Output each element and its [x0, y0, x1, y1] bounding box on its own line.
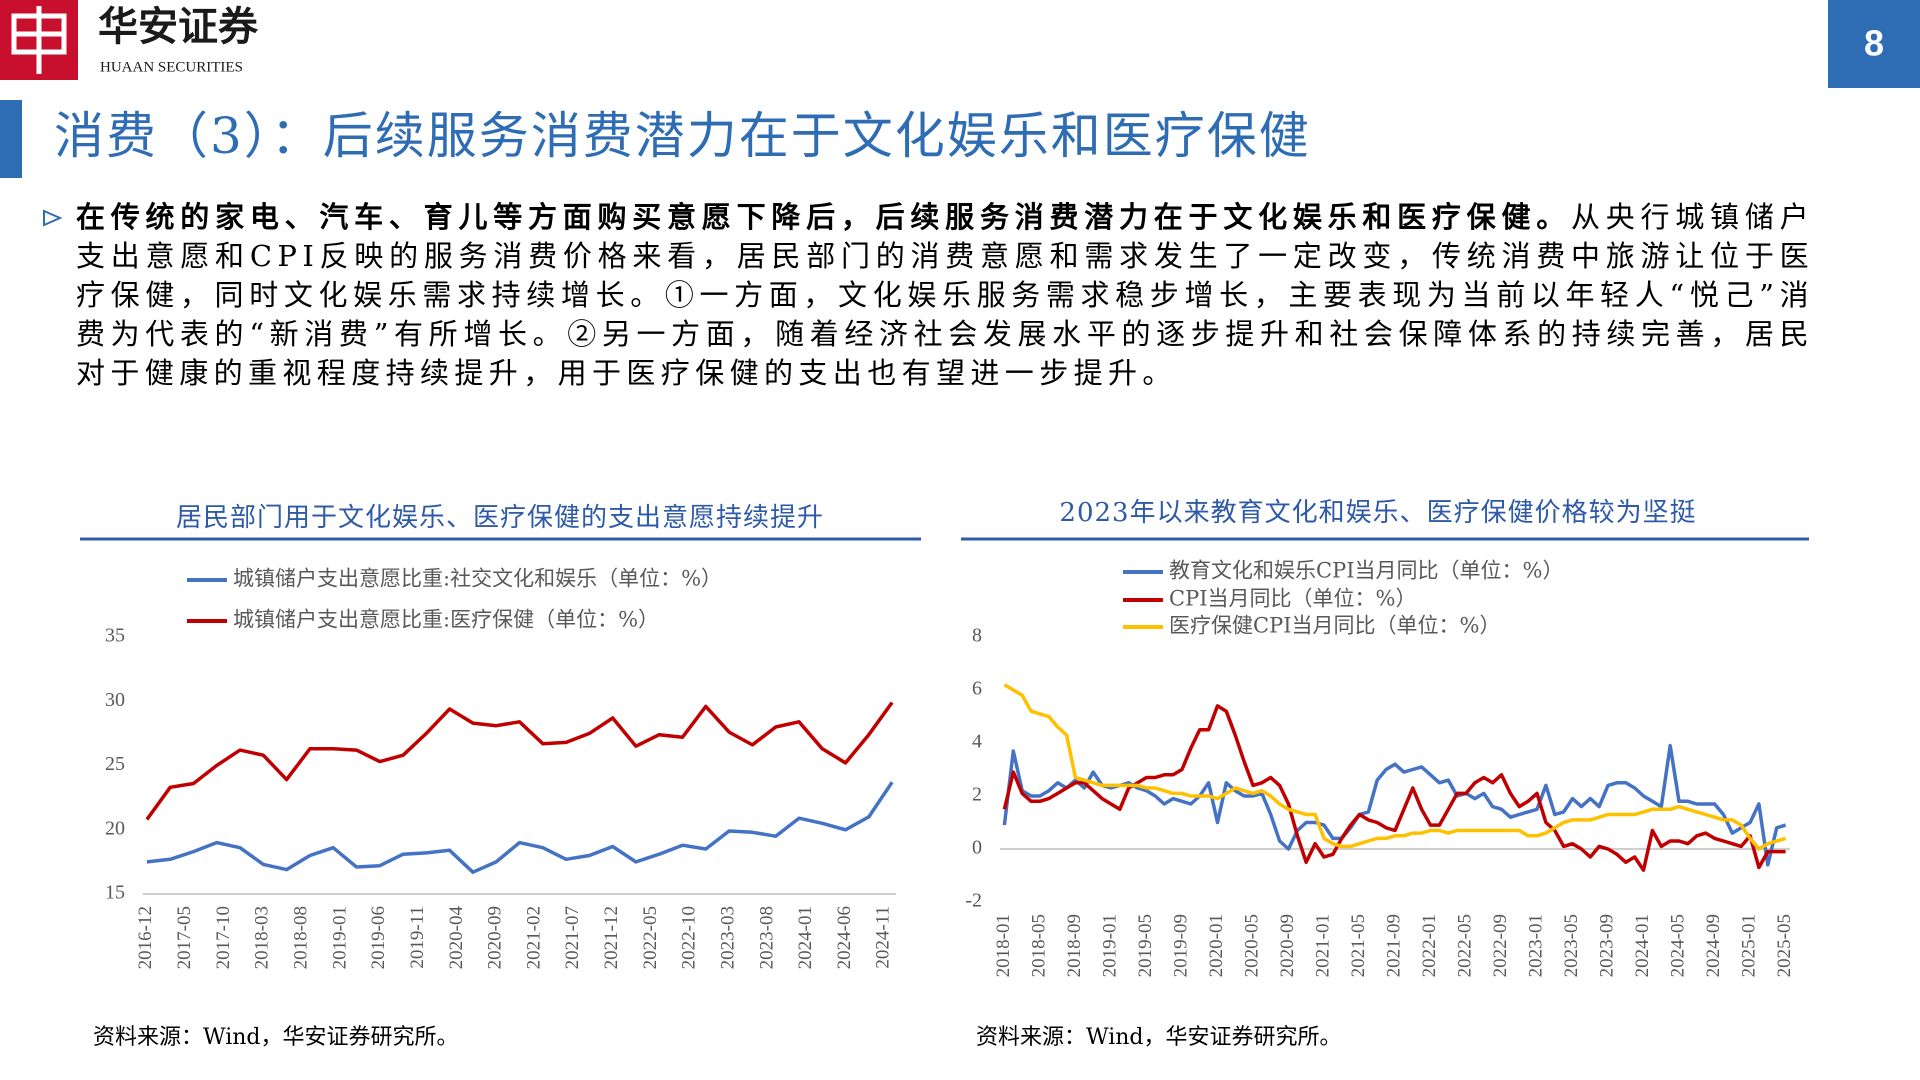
y-tick-label: 6	[972, 678, 982, 700]
x-tick-label: 2021-02	[523, 906, 544, 969]
x-tick-label: 2024-11	[873, 906, 894, 969]
x-tick-label: 2021-05	[1348, 914, 1369, 977]
x-tick-label: 2017-10	[213, 906, 234, 969]
y-tick-label: 4	[972, 731, 982, 753]
x-tick-label: 2022-05	[640, 906, 661, 969]
x-tick-label: 2021-09	[1383, 914, 1404, 977]
body-bold: 在传统的家电、汽车、育儿等方面购买意愿下降后，后续服务消费潜力在于文化娱乐和医疗…	[76, 200, 1571, 234]
x-tick-label: 2019-06	[368, 906, 389, 969]
x-tick-label: 2022-01	[1419, 914, 1440, 977]
x-tick-label: 2022-05	[1454, 914, 1475, 977]
x-tick-label: 2019-05	[1135, 914, 1156, 977]
legend-label: 教育文化和娱乐CPI当月同比（单位：%）	[1169, 559, 1563, 583]
source-note: 资料来源：Wind，华安证券研究所。	[976, 1025, 1342, 1050]
x-tick-label: 2024-01	[1632, 914, 1653, 977]
x-tick-label: 2018-09	[1064, 914, 1085, 977]
x-tick-label: 2020-04	[446, 906, 467, 970]
chart-title: 2023年以来教育文化和娱乐、医疗保健价格较为坚挺	[1059, 498, 1696, 528]
legend-label: 城镇储户支出意愿比重:社交文化和娱乐（单位：%）	[233, 567, 722, 591]
y-tick-label: -2	[965, 890, 982, 912]
x-tick-label: 2024-06	[834, 906, 855, 969]
logo-cn: 华安证券	[98, 3, 259, 50]
x-tick-label: 2021-01	[1312, 914, 1333, 977]
y-tick-label: 0	[972, 837, 982, 859]
series-line	[1002, 704, 1786, 872]
logo-mark	[11, 6, 67, 74]
page-number-box	[1828, 0, 1920, 88]
legend-label: 医疗保健CPI当月同比（单位：%）	[1169, 614, 1500, 638]
x-tick-label: 2019-01	[329, 906, 350, 969]
x-tick-label: 2022-09	[1490, 914, 1511, 977]
x-tick-label: 2023-01	[1525, 914, 1546, 977]
x-tick-label: 2023-03	[717, 906, 738, 969]
x-tick-label: 2024-01	[795, 906, 816, 969]
x-tick-label: 2025-05	[1774, 914, 1795, 977]
title-accent	[0, 100, 22, 178]
y-tick-label: 8	[972, 625, 982, 647]
x-tick-label: 2020-01	[1206, 914, 1227, 977]
x-tick-label: 2020-05	[1241, 914, 1262, 977]
y-tick-label: 15	[105, 882, 125, 904]
series-line	[145, 701, 894, 821]
y-tick-label: 25	[105, 753, 125, 775]
legend-label: CPI当月同比（单位：%）	[1169, 587, 1416, 611]
x-tick-label: 2022-10	[679, 906, 700, 969]
series-line	[1003, 683, 1787, 851]
source-note: 资料来源：Wind，华安证券研究所。	[93, 1025, 459, 1050]
x-tick-label: 2020-09	[1277, 914, 1298, 977]
x-tick-label: 2017-05	[174, 906, 195, 969]
x-tick-label: 2019-11	[407, 906, 428, 969]
slide-title: 消费（3）：后续服务消费潜力在于文化娱乐和医疗保健	[54, 107, 1311, 165]
x-tick-label: 2020-09	[485, 906, 506, 969]
x-tick-label: 2023-08	[756, 906, 777, 969]
x-tick-label: 2023-05	[1561, 914, 1582, 977]
x-tick-label: 2023-09	[1596, 914, 1617, 977]
x-tick-label: 2018-03	[252, 906, 273, 969]
x-tick-label: 2025-01	[1738, 914, 1759, 977]
x-tick-label: 2024-05	[1667, 914, 1688, 977]
legend-label: 城镇储户支出意愿比重:医疗保健（单位：%）	[233, 608, 659, 632]
y-tick-label: 30	[105, 689, 125, 711]
x-tick-label: 2018-08	[290, 906, 311, 969]
x-tick-label: 2021-12	[601, 906, 622, 969]
page-number: 8	[1864, 23, 1884, 64]
chart-title: 居民部门用于文化娱乐、医疗保健的支出意愿持续提升	[176, 503, 824, 533]
y-tick-label: 2	[972, 784, 982, 806]
body-paragraph: 在传统的家电、汽车、育儿等方面购买意愿下降后，后续服务消费潜力在于文化娱乐和医疗…	[76, 198, 1814, 393]
y-tick-label: 35	[105, 625, 125, 647]
x-tick-label: 2016-12	[135, 906, 156, 969]
body-text: 从央行城镇储户支出意愿和CPI反映的服务消费价格来看，居民部门的消费意愿和需求发…	[76, 200, 1814, 390]
x-tick-label: 2019-01	[1099, 914, 1120, 977]
x-tick-label: 2021-07	[562, 906, 583, 969]
series-line	[146, 781, 894, 874]
x-tick-label: 2018-05	[1028, 914, 1049, 977]
logo-en: HUAAN SECURITIES	[100, 59, 243, 75]
bullet	[43, 209, 63, 227]
x-tick-label: 2018-01	[993, 914, 1014, 977]
x-tick-label: 2019-09	[1170, 914, 1191, 977]
x-tick-label: 2024-09	[1703, 914, 1724, 977]
y-tick-label: 20	[105, 817, 125, 839]
